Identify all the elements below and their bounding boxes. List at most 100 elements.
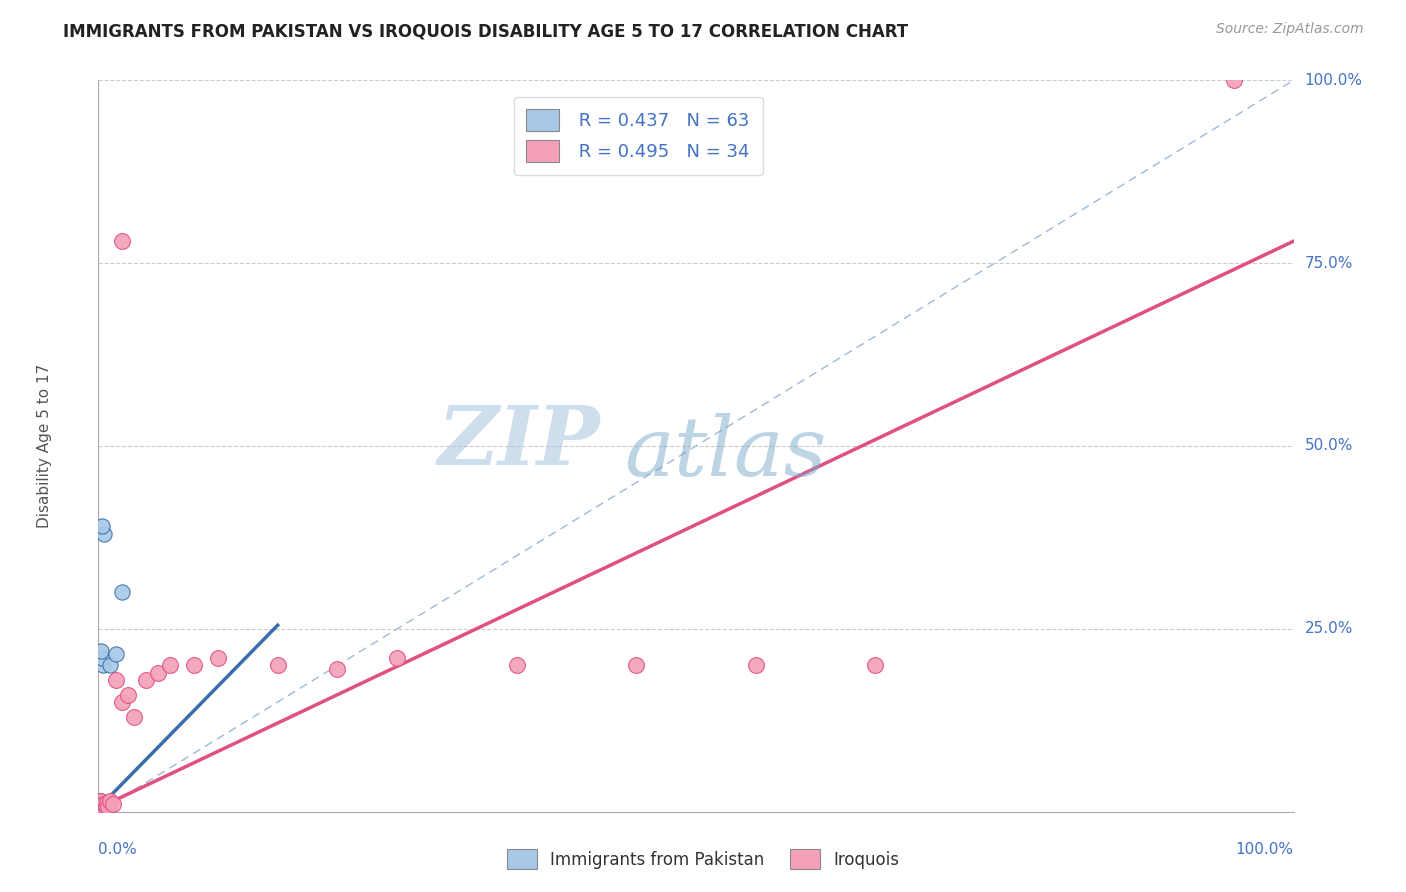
- Point: [90, 794, 112, 808]
- Point: [91, 801, 114, 815]
- Point: [89, 795, 111, 809]
- Point: [90, 801, 112, 815]
- Point: [91, 651, 114, 665]
- Point: [91, 801, 114, 815]
- Point: [89, 795, 111, 809]
- Point: [89, 798, 111, 813]
- Point: [89, 802, 111, 816]
- Point: [111, 695, 134, 709]
- Text: 75.0%: 75.0%: [1305, 256, 1353, 270]
- Point: [90, 799, 112, 814]
- Point: [89, 797, 111, 811]
- Point: [91, 800, 114, 814]
- Point: [93, 797, 115, 812]
- Point: [90, 802, 112, 816]
- Point: [865, 658, 887, 673]
- Point: [105, 648, 128, 662]
- Point: [89, 802, 111, 816]
- Point: [1223, 73, 1246, 87]
- Point: [91, 801, 114, 815]
- Point: [91, 799, 114, 814]
- Point: [89, 798, 111, 813]
- Legend: Immigrants from Pakistan, Iroquois: Immigrants from Pakistan, Iroquois: [498, 838, 908, 880]
- Text: 100.0%: 100.0%: [1305, 73, 1362, 87]
- Point: [90, 797, 112, 811]
- Point: [89, 800, 111, 814]
- Point: [745, 658, 768, 673]
- Point: [89, 796, 111, 810]
- Point: [90, 799, 112, 814]
- Point: [90, 796, 112, 810]
- Point: [89, 802, 111, 816]
- Point: [89, 798, 111, 813]
- Point: [124, 709, 146, 723]
- Text: IMMIGRANTS FROM PAKISTAN VS IROQUOIS DISABILITY AGE 5 TO 17 CORRELATION CHART: IMMIGRANTS FROM PAKISTAN VS IROQUOIS DIS…: [63, 22, 908, 40]
- Point: [90, 798, 112, 813]
- Point: [385, 651, 409, 665]
- Point: [89, 801, 111, 815]
- Point: [89, 795, 111, 809]
- Text: 25.0%: 25.0%: [1305, 622, 1353, 636]
- Point: [90, 801, 112, 815]
- Point: [159, 658, 181, 673]
- Point: [89, 795, 111, 809]
- Point: [90, 644, 112, 658]
- Point: [89, 801, 111, 815]
- Point: [90, 796, 112, 810]
- Point: [89, 794, 111, 808]
- Point: [626, 658, 648, 673]
- Text: Disability Age 5 to 17: Disability Age 5 to 17: [37, 364, 52, 528]
- Point: [117, 688, 139, 702]
- Point: [89, 802, 111, 816]
- Point: [90, 800, 112, 814]
- Point: [90, 798, 112, 813]
- Text: 0.0%: 0.0%: [98, 842, 138, 857]
- Point: [90, 797, 112, 812]
- Text: atlas: atlas: [624, 413, 827, 493]
- Point: [93, 526, 115, 541]
- Point: [90, 797, 112, 811]
- Point: [89, 800, 111, 814]
- Point: [105, 673, 128, 687]
- Point: [91, 797, 114, 812]
- Point: [148, 665, 170, 680]
- Point: [90, 798, 112, 813]
- Point: [90, 799, 112, 814]
- Point: [111, 234, 134, 248]
- Legend:  R = 0.437   N = 63,  R = 0.495   N = 34: R = 0.437 N = 63, R = 0.495 N = 34: [513, 96, 762, 175]
- Point: [89, 797, 111, 812]
- Point: [91, 798, 114, 813]
- Point: [91, 519, 114, 533]
- Point: [135, 673, 157, 687]
- Point: [89, 798, 111, 813]
- Point: [89, 794, 111, 808]
- Point: [90, 797, 112, 812]
- Point: [207, 651, 229, 665]
- Point: [506, 658, 529, 673]
- Point: [90, 796, 112, 810]
- Point: [89, 800, 111, 814]
- Text: 100.0%: 100.0%: [1236, 842, 1294, 857]
- Point: [90, 798, 112, 813]
- Point: [91, 800, 114, 814]
- Point: [90, 795, 112, 809]
- Text: 50.0%: 50.0%: [1305, 439, 1353, 453]
- Point: [91, 797, 114, 812]
- Point: [91, 800, 114, 814]
- Point: [89, 801, 111, 815]
- Point: [98, 658, 122, 673]
- Point: [97, 799, 120, 814]
- Point: [183, 658, 205, 673]
- Point: [111, 585, 134, 599]
- Point: [90, 800, 112, 814]
- Point: [90, 802, 112, 816]
- Point: [90, 798, 112, 813]
- Point: [90, 798, 112, 813]
- Point: [89, 796, 111, 810]
- Text: ZIP: ZIP: [437, 402, 600, 483]
- Point: [96, 796, 118, 810]
- Point: [89, 797, 111, 812]
- Point: [90, 799, 112, 814]
- Point: [101, 797, 124, 812]
- Point: [91, 798, 114, 813]
